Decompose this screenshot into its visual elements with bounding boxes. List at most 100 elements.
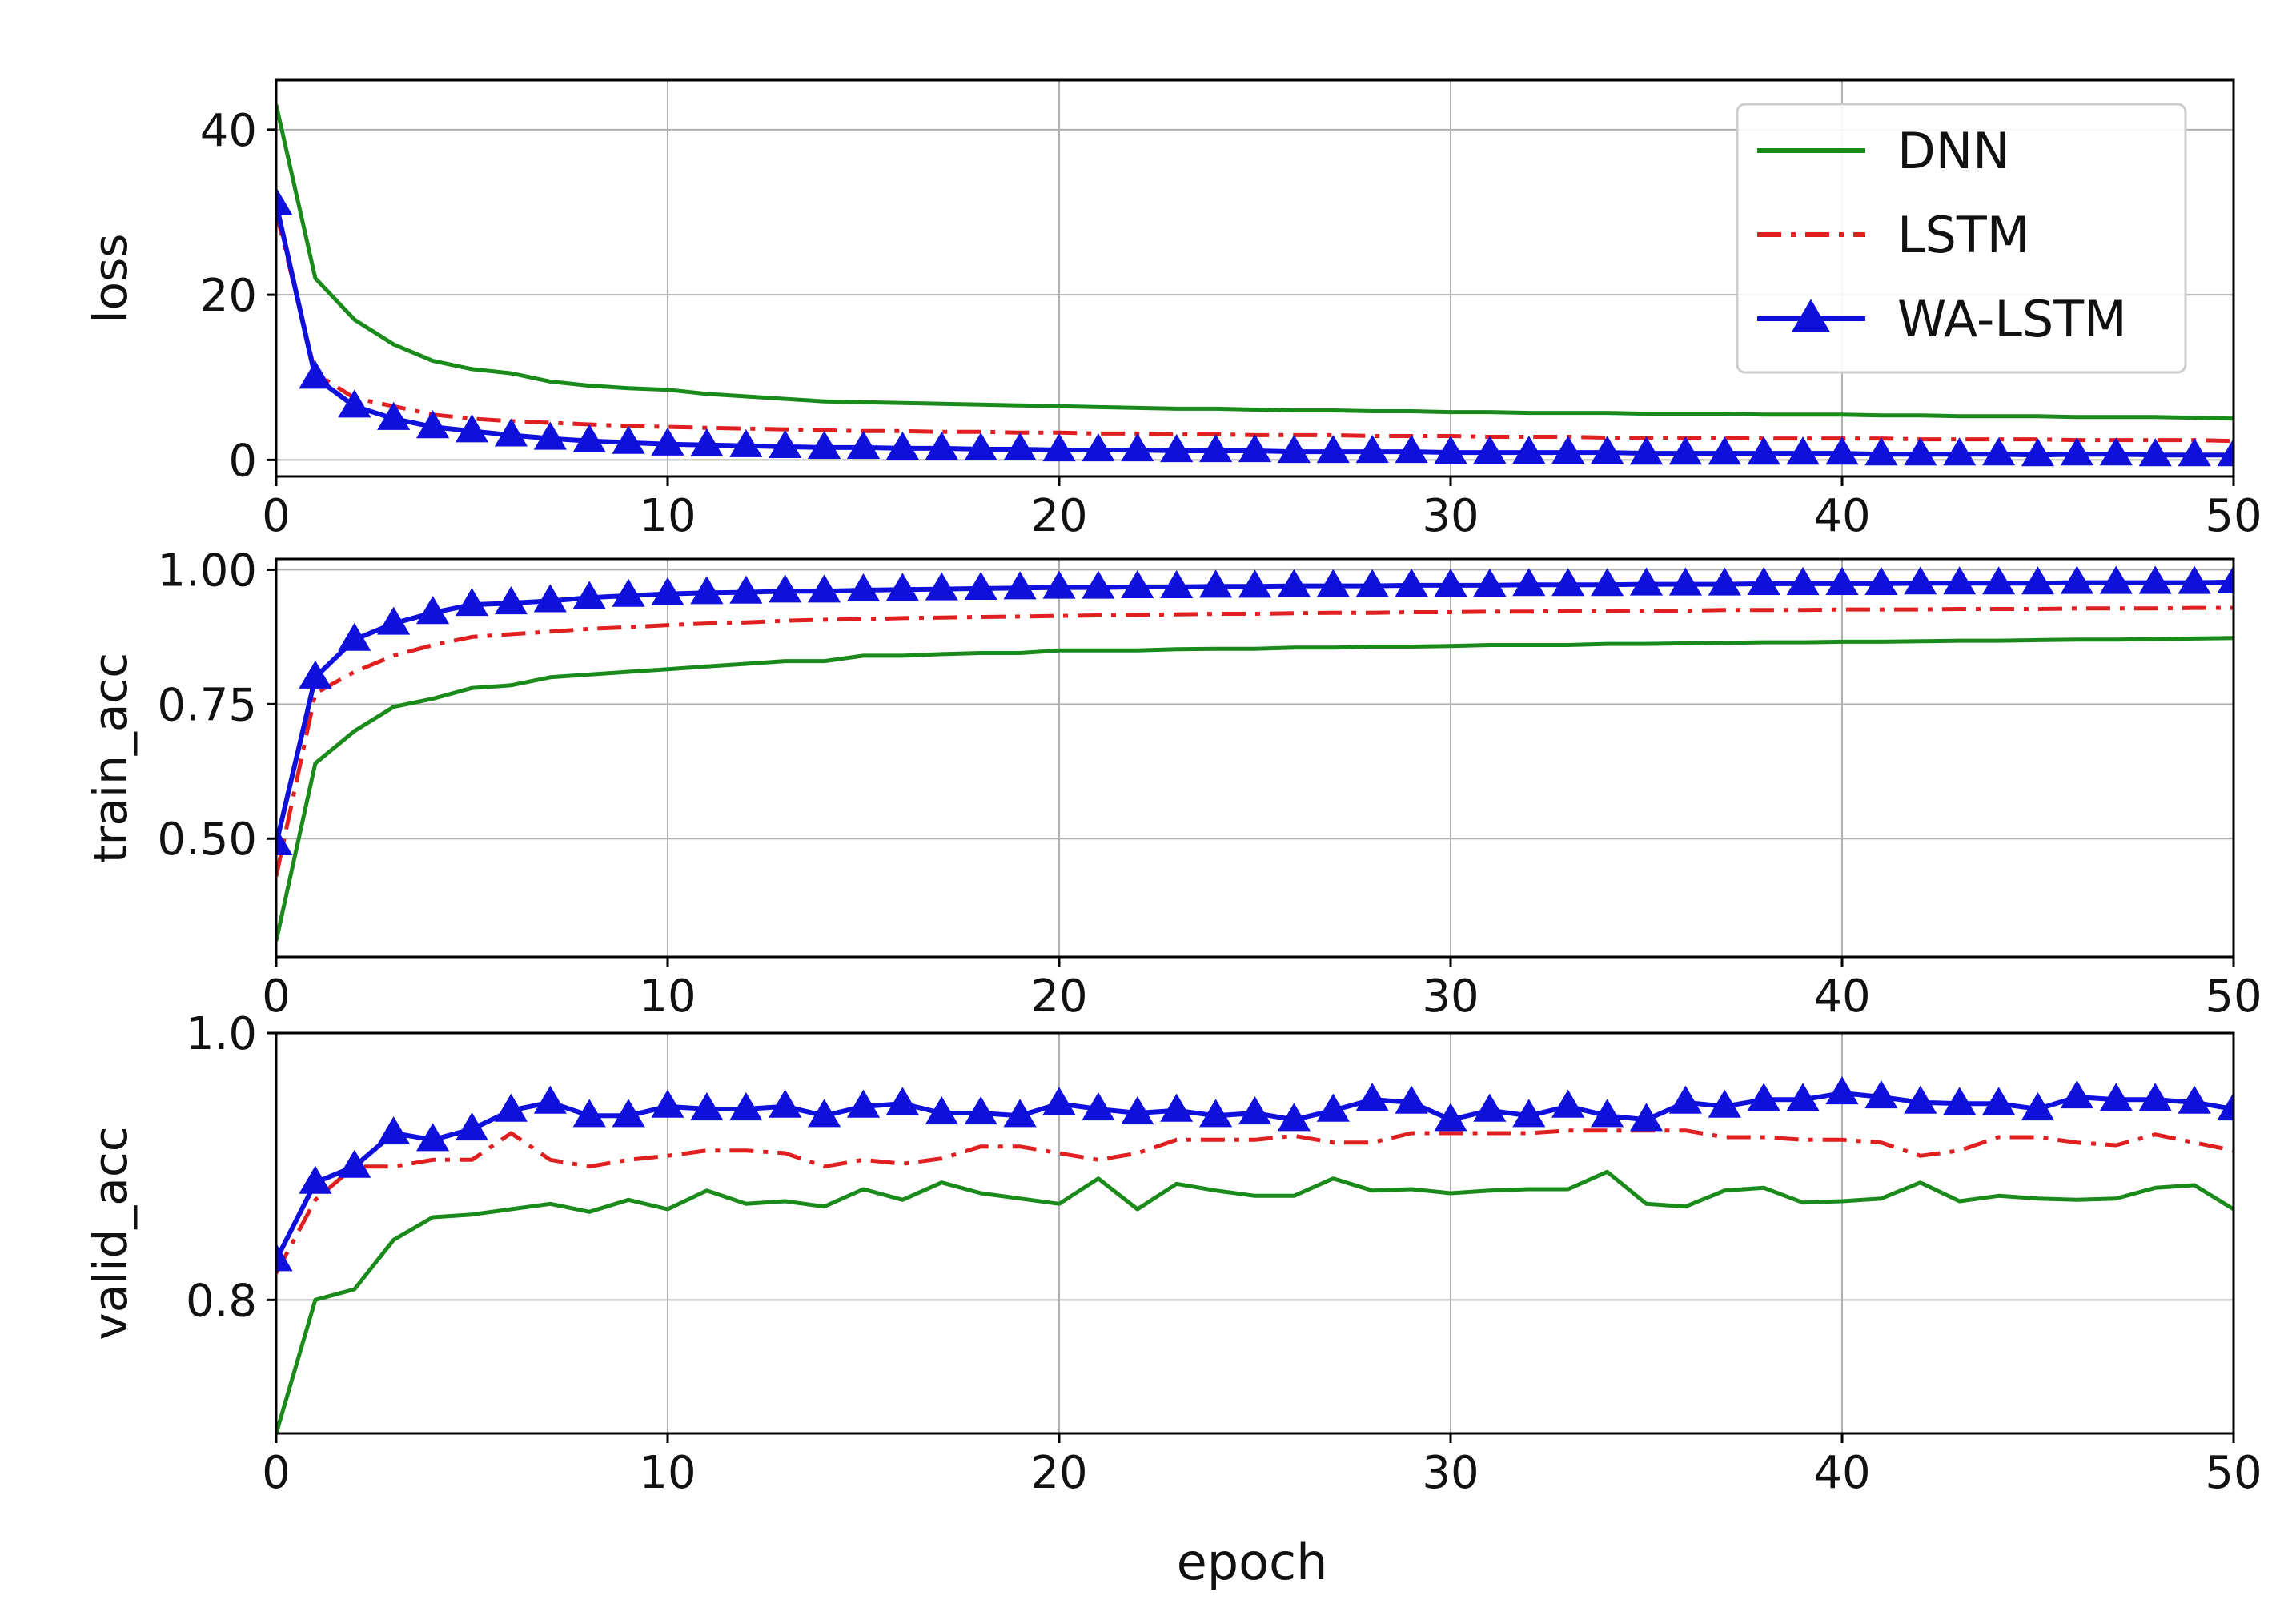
wa-marker xyxy=(2060,437,2093,466)
x-tick-label: 10 xyxy=(639,971,696,1023)
wa-marker xyxy=(769,429,802,458)
y-axis-label: train_acc xyxy=(83,653,138,863)
wa-marker xyxy=(1473,436,1507,464)
wa-marker xyxy=(964,1095,997,1125)
wa-marker xyxy=(1825,436,1859,465)
wa-marker xyxy=(1277,1103,1311,1132)
wa-marker xyxy=(964,432,997,461)
wa-marker xyxy=(1355,435,1389,464)
wa-marker xyxy=(1277,435,1311,464)
wa-marker xyxy=(2021,1091,2055,1121)
wa-marker xyxy=(2178,1085,2211,1114)
series-group xyxy=(276,104,2234,467)
wa-marker xyxy=(1982,437,2016,466)
wa-marker xyxy=(338,622,371,651)
wa-marker xyxy=(808,574,841,603)
wa-marker xyxy=(885,431,919,460)
wa-marker xyxy=(769,574,802,603)
y-tick-label: 1.00 xyxy=(157,545,257,597)
wa-marker xyxy=(1982,1087,2016,1115)
wa-marker xyxy=(729,575,763,604)
y-axis-label: loss xyxy=(83,233,138,323)
valid-acc-panel: 0 10 20 30 40 50 0.8 1.0 valid_acc xyxy=(83,1008,2262,1499)
x-tick-label: 40 xyxy=(1813,1447,1870,1499)
wa-marker xyxy=(2060,1079,2093,1109)
wa-marker xyxy=(1708,567,1741,596)
wa-marker xyxy=(299,1165,332,1194)
wa-marker xyxy=(1668,567,1702,596)
wa-marker xyxy=(2138,438,2172,467)
x-tick-label: 30 xyxy=(1422,971,1479,1023)
wa-marker xyxy=(1316,1093,1350,1122)
wa-marker xyxy=(494,1093,528,1122)
y-tick-label: 0 xyxy=(228,435,257,487)
lstm-line xyxy=(276,1128,2234,1275)
wa-marker xyxy=(377,606,411,635)
x-axis-label: epoch xyxy=(1177,1533,1328,1591)
wa-marker xyxy=(651,1089,684,1118)
wa-marker xyxy=(377,401,411,430)
wa-marker xyxy=(1395,1085,1428,1114)
y-tick-label: 1.0 xyxy=(186,1008,257,1060)
wa-marker xyxy=(455,588,489,617)
wa-marker xyxy=(690,576,724,605)
lstm-line xyxy=(276,605,2234,877)
wa-marker xyxy=(1551,568,1585,597)
wa-marker xyxy=(2060,565,2093,594)
wa-marker xyxy=(1316,435,1350,464)
wa-marker xyxy=(1943,1087,1977,1115)
wa-marker xyxy=(2021,438,2055,467)
wa-marker xyxy=(1904,566,1937,595)
wa-marker xyxy=(377,1115,411,1145)
wa-marker xyxy=(885,573,919,601)
wa-marker xyxy=(572,581,606,609)
wa-marker xyxy=(1551,436,1585,464)
y-tick-label: 0.8 xyxy=(186,1275,257,1327)
wa-marker xyxy=(1629,436,1664,465)
wa-marker xyxy=(769,1089,802,1118)
wa-marker xyxy=(1864,437,1898,466)
legend-box xyxy=(1736,103,2187,374)
wa-marker xyxy=(1434,568,1467,597)
wa-marker xyxy=(1668,1085,1702,1114)
wa-marker xyxy=(1003,432,1037,461)
wa-marker xyxy=(1003,1099,1037,1128)
wa-marker xyxy=(1786,566,1820,595)
wa-marker xyxy=(338,1149,371,1178)
wa-marker xyxy=(1629,567,1664,596)
y-axis-label: valid_acc xyxy=(83,1126,138,1340)
wa-marker xyxy=(533,1085,567,1114)
legend-label-dnn: DNN xyxy=(1897,122,2010,180)
x-tick-label: 0 xyxy=(262,1447,291,1499)
wa-marker xyxy=(925,1095,958,1125)
wa-marker xyxy=(1082,1091,1115,1121)
y-tick-label: 0.75 xyxy=(157,679,257,731)
wa-marker xyxy=(1277,569,1311,597)
wa-marker xyxy=(1395,435,1428,464)
wa-marker xyxy=(2021,566,2055,595)
wa-marker xyxy=(1747,436,1780,465)
wa-marker xyxy=(533,584,567,613)
wa-marker xyxy=(1355,1083,1389,1111)
wa-marker xyxy=(1786,436,1820,465)
wa-marker xyxy=(338,389,371,418)
axes-frame xyxy=(275,78,2235,478)
axes-frame xyxy=(275,557,2235,959)
wa-marker xyxy=(2099,1083,2133,1111)
wa-marker xyxy=(1512,436,1546,464)
x-tick-label: 20 xyxy=(1030,1447,1087,1499)
axes-frame xyxy=(275,1031,2235,1435)
wa-marker xyxy=(651,427,684,456)
wa-marker xyxy=(690,428,724,456)
wa-marker xyxy=(416,596,450,625)
wa-marker xyxy=(1316,569,1350,597)
wa-marker xyxy=(1473,568,1507,597)
wa-marker xyxy=(1199,434,1233,463)
x-tick-label: 30 xyxy=(1422,490,1479,542)
wa-marker xyxy=(1864,1079,1898,1109)
wa-marker xyxy=(1786,1083,1820,1111)
wa-marker xyxy=(494,418,528,447)
wa-marker xyxy=(1121,1095,1154,1125)
wa-marker xyxy=(1160,434,1194,463)
